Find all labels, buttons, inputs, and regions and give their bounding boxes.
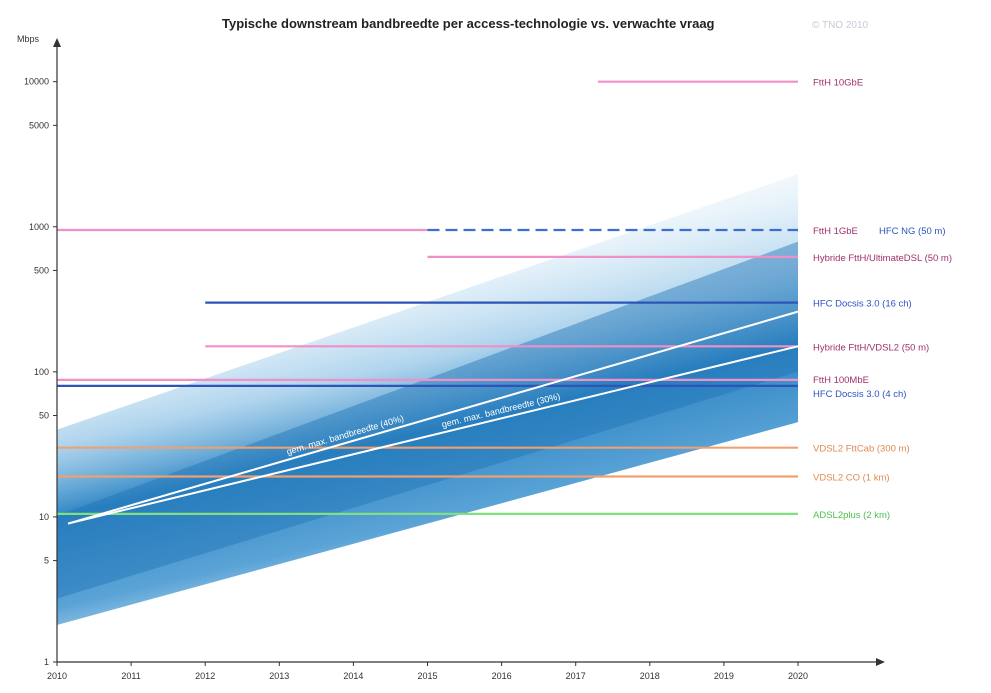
- series-label: FttH 10GbE: [813, 78, 863, 89]
- y-tick-label: 5: [44, 556, 49, 566]
- series-label: HFC Docsis 3.0 (4 ch): [813, 389, 906, 400]
- series-label: FttH 1GbE: [813, 226, 858, 237]
- series-label: HFC NG (50 m): [879, 226, 946, 237]
- y-axis-unit: Mbps: [17, 34, 40, 44]
- series-label: ADSL2plus (2 km): [813, 510, 890, 521]
- y-tick-label: 1000: [29, 222, 49, 232]
- series-label: FttH 100MbE: [813, 375, 869, 386]
- technology-lines-layer: [57, 80, 798, 515]
- series-label: VDSL2 FttCab (300 m): [813, 444, 910, 455]
- series-label: VDSL2 CO (1 km): [813, 472, 890, 483]
- y-tick-label: 5000: [29, 120, 49, 130]
- demand-band: [57, 174, 798, 625]
- trend-line: [67, 345, 799, 525]
- x-tick-label: 2017: [566, 671, 586, 681]
- x-tick-label: 2010: [47, 671, 67, 681]
- x-tick-label: 2015: [417, 671, 437, 681]
- y-tick-label: 10: [39, 512, 49, 522]
- chart-title: Typische downstream bandbreedte per acce…: [222, 16, 715, 31]
- demand-band-layer: [57, 174, 798, 625]
- y-tick-label: 10000: [24, 77, 49, 87]
- y-tick-label: 500: [34, 265, 49, 275]
- x-tick-label: 2016: [492, 671, 512, 681]
- x-axis-arrow: [876, 658, 885, 666]
- series-labels-layer: FttH 10GbE FttH 1GbE HFC NG (50 m) Hybride …: [813, 78, 952, 521]
- x-tick-label: 2011: [121, 671, 140, 681]
- series-label: Hybride FttH/VDSL2 (50 m): [813, 342, 929, 353]
- x-tick-label: 2013: [269, 671, 289, 681]
- x-tick-label: 2019: [714, 671, 734, 681]
- x-tick-label: 2020: [788, 671, 808, 681]
- y-tick-label: 1: [44, 657, 49, 667]
- axes-layer: Mbps 2010 2011 2012 2013 2014 2015 2016 2017 2018…: [17, 34, 885, 681]
- y-axis-arrow: [53, 38, 61, 47]
- x-tick-label: 2018: [640, 671, 660, 681]
- trend-line: [67, 310, 799, 525]
- x-tick-label: 2014: [343, 671, 363, 681]
- series-label: HFC Docsis 3.0 (16 ch): [813, 299, 912, 310]
- copyright-note: © TNO 2010: [812, 20, 869, 31]
- series-label: Hybride FttH/UltimateDSL (50 m): [813, 253, 952, 264]
- y-tick-label: 50: [39, 411, 49, 421]
- x-tick-label: 2012: [195, 671, 215, 681]
- y-tick-label: 100: [34, 367, 49, 377]
